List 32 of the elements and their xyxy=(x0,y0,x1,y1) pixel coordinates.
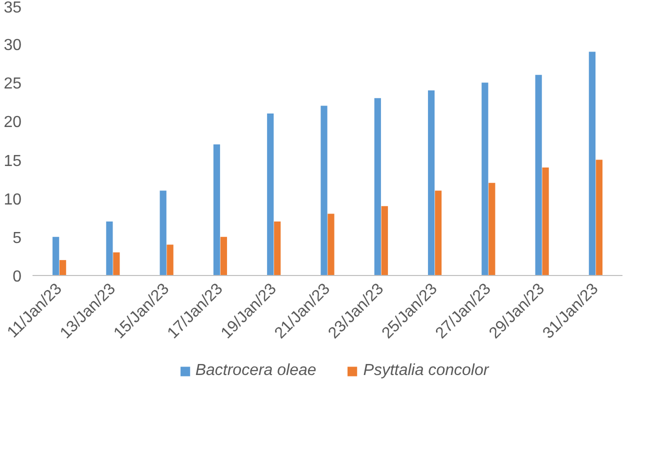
bar xyxy=(166,244,174,276)
bar xyxy=(106,222,113,276)
legend-label: Bactrocera oleae xyxy=(195,362,316,380)
bar xyxy=(320,106,328,276)
bar xyxy=(220,236,228,276)
bar xyxy=(52,236,60,276)
bar xyxy=(434,190,442,276)
bar xyxy=(274,222,281,276)
bar xyxy=(428,90,435,276)
legend-label: Psyttalia concolor xyxy=(363,362,489,380)
bar xyxy=(59,260,66,276)
bar xyxy=(596,160,602,276)
y-tick-label: 35 xyxy=(4,0,22,16)
y-tick-label: 20 xyxy=(4,114,22,132)
bar xyxy=(213,144,220,276)
y-tick-label: 25 xyxy=(4,76,22,93)
y-tick-label: 0 xyxy=(12,268,22,286)
bar xyxy=(160,190,166,276)
bar xyxy=(488,182,496,276)
bar xyxy=(267,114,274,276)
bar xyxy=(328,214,334,276)
y-tick-label: 30 xyxy=(4,37,22,54)
bar xyxy=(381,206,388,276)
bar xyxy=(482,82,488,276)
y-tick-label: 15 xyxy=(4,152,22,170)
bar xyxy=(374,98,381,276)
y-tick-label: 5 xyxy=(12,230,22,247)
y-tick-label: 10 xyxy=(4,191,22,208)
bar xyxy=(542,168,549,276)
bar xyxy=(113,252,120,276)
bar xyxy=(588,52,596,276)
bar xyxy=(535,74,542,276)
